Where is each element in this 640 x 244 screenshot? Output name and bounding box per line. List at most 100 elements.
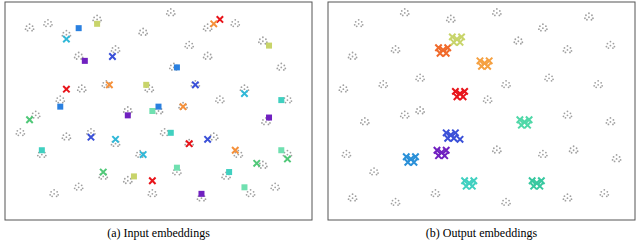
- marks: [15, 8, 292, 202]
- series: [529, 178, 545, 190]
- point: [39, 147, 45, 153]
- point: [452, 88, 458, 94]
- point: [593, 80, 603, 88]
- point: [149, 178, 155, 184]
- series: [435, 45, 451, 57]
- point: [43, 19, 53, 27]
- point: [524, 122, 530, 128]
- point: [477, 58, 483, 64]
- point: [186, 141, 192, 147]
- point: [111, 45, 121, 53]
- series: [477, 58, 493, 70]
- point: [174, 165, 180, 171]
- point: [192, 82, 198, 88]
- point: [501, 80, 511, 88]
- point: [360, 117, 370, 125]
- point: [100, 169, 106, 175]
- point: [518, 122, 524, 128]
- point: [537, 183, 543, 189]
- point: [526, 117, 532, 123]
- point: [57, 104, 63, 110]
- point: [458, 34, 464, 40]
- point: [348, 193, 358, 201]
- point: [82, 58, 88, 64]
- point: [478, 63, 484, 69]
- series: [452, 88, 468, 100]
- point: [606, 41, 616, 49]
- point: [230, 19, 240, 27]
- point: [454, 94, 460, 100]
- series: [94, 21, 272, 180]
- point: [241, 90, 247, 96]
- point: [530, 183, 536, 189]
- point: [62, 132, 72, 140]
- point: [241, 184, 247, 190]
- series: [88, 53, 211, 142]
- point: [513, 36, 523, 44]
- point: [451, 135, 457, 141]
- point: [446, 15, 456, 23]
- plot-frame: [5, 2, 312, 220]
- point: [138, 28, 148, 36]
- caption: (b) Output embeddings: [426, 226, 538, 240]
- series: [57, 25, 180, 109]
- point: [484, 63, 490, 69]
- point: [140, 151, 146, 157]
- point: [391, 198, 401, 206]
- point: [88, 134, 94, 140]
- point: [198, 191, 204, 197]
- point: [443, 50, 449, 56]
- point: [471, 178, 477, 184]
- point: [457, 39, 463, 45]
- point: [190, 80, 200, 88]
- point: [143, 82, 149, 88]
- marks: [338, 8, 621, 206]
- point: [391, 45, 401, 53]
- point: [483, 95, 493, 103]
- point: [569, 145, 579, 153]
- point: [461, 178, 467, 184]
- point: [538, 23, 548, 31]
- point: [538, 150, 548, 158]
- point: [449, 34, 455, 40]
- series: [338, 8, 621, 206]
- point: [354, 19, 364, 27]
- caption: (a) Input embeddings: [107, 226, 210, 240]
- point: [278, 97, 284, 103]
- series: [26, 117, 290, 176]
- point: [378, 80, 388, 88]
- point: [435, 152, 441, 158]
- point: [174, 64, 180, 70]
- point: [435, 45, 441, 51]
- point: [25, 23, 35, 31]
- point: [441, 152, 447, 158]
- point: [106, 82, 112, 88]
- point: [26, 117, 32, 123]
- series: [82, 58, 272, 197]
- point: [203, 52, 213, 60]
- series: [517, 117, 533, 129]
- point: [501, 198, 511, 206]
- point: [443, 130, 449, 136]
- series: [149, 108, 284, 190]
- panel: (a) Input embeddings: [5, 2, 312, 240]
- point: [538, 178, 544, 184]
- point: [226, 169, 232, 175]
- point: [584, 12, 594, 20]
- point: [461, 88, 467, 94]
- point: [266, 115, 272, 121]
- point: [443, 147, 449, 153]
- point: [457, 136, 463, 142]
- point: [278, 147, 284, 153]
- point: [486, 58, 492, 64]
- point: [338, 84, 348, 92]
- point: [563, 45, 573, 53]
- point: [166, 8, 176, 16]
- point: [460, 94, 466, 100]
- point: [76, 25, 82, 31]
- point: [74, 182, 84, 190]
- point: [49, 189, 59, 197]
- point: [276, 63, 286, 71]
- point: [266, 43, 272, 49]
- point: [563, 110, 573, 118]
